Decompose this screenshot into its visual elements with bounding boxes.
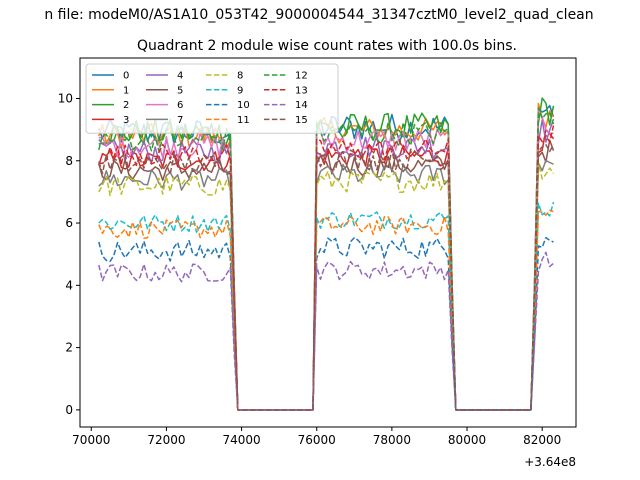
- x-tick-label: 76000: [298, 433, 336, 447]
- x-tick-label: 72000: [147, 433, 185, 447]
- legend-label-6: 6: [177, 100, 183, 111]
- figure-suptitle: n file: modeM0/AS1A10_053T42_9000004544_…: [44, 7, 593, 23]
- legend-label-15: 15: [295, 115, 308, 126]
- y-tick-label: 8: [65, 154, 73, 168]
- legend-label-11: 11: [237, 115, 250, 126]
- series-line-3: [98, 128, 555, 411]
- axes-frame: [79, 57, 577, 428]
- legend-label-12: 12: [295, 71, 308, 82]
- legend-label-5: 5: [177, 85, 183, 96]
- series-line-15: [98, 143, 555, 411]
- series-line-14: [98, 251, 554, 411]
- x-tick-label: 74000: [222, 433, 260, 447]
- y-tick-label: 6: [65, 216, 73, 230]
- x-tick-label: 78000: [373, 433, 411, 447]
- legend-label-1: 1: [123, 85, 129, 96]
- x-tick-label: 82000: [523, 433, 561, 447]
- y-tick-label: 2: [65, 341, 73, 355]
- series-line-9: [98, 201, 555, 411]
- legend-label-3: 3: [123, 115, 129, 126]
- plot-lines: [98, 97, 555, 411]
- y-axis: 0 2 4 6 8 10: [58, 91, 80, 417]
- x-axis-offset-label: +3.64e8: [524, 455, 576, 469]
- y-tick-label: 4: [65, 278, 73, 292]
- legend-label-9: 9: [237, 85, 243, 96]
- chart-title: Quadrant 2 module wise count rates with …: [137, 38, 517, 54]
- series-line-7: [98, 159, 554, 411]
- x-tick-label: 80000: [448, 433, 486, 447]
- legend-label-8: 8: [237, 71, 243, 82]
- legend-label-14: 14: [295, 100, 308, 111]
- x-tick-label: 70000: [72, 433, 110, 447]
- y-tick-label: 10: [58, 91, 73, 105]
- legend-box: [85, 63, 339, 134]
- legend-label-4: 4: [177, 71, 183, 82]
- legend-label-0: 0: [123, 71, 129, 82]
- legend-label-2: 2: [123, 100, 129, 111]
- series-line-10: [98, 236, 554, 411]
- x-axis: 70000 72000 74000 76000 78000 80000 82000: [72, 427, 561, 447]
- legend-label-7: 7: [177, 115, 183, 126]
- legend-label-13: 13: [295, 85, 308, 96]
- series-line-11: [98, 209, 554, 411]
- legend-label-10: 10: [237, 100, 250, 111]
- y-tick-label: 0: [65, 403, 73, 417]
- series-line-8: [98, 161, 555, 411]
